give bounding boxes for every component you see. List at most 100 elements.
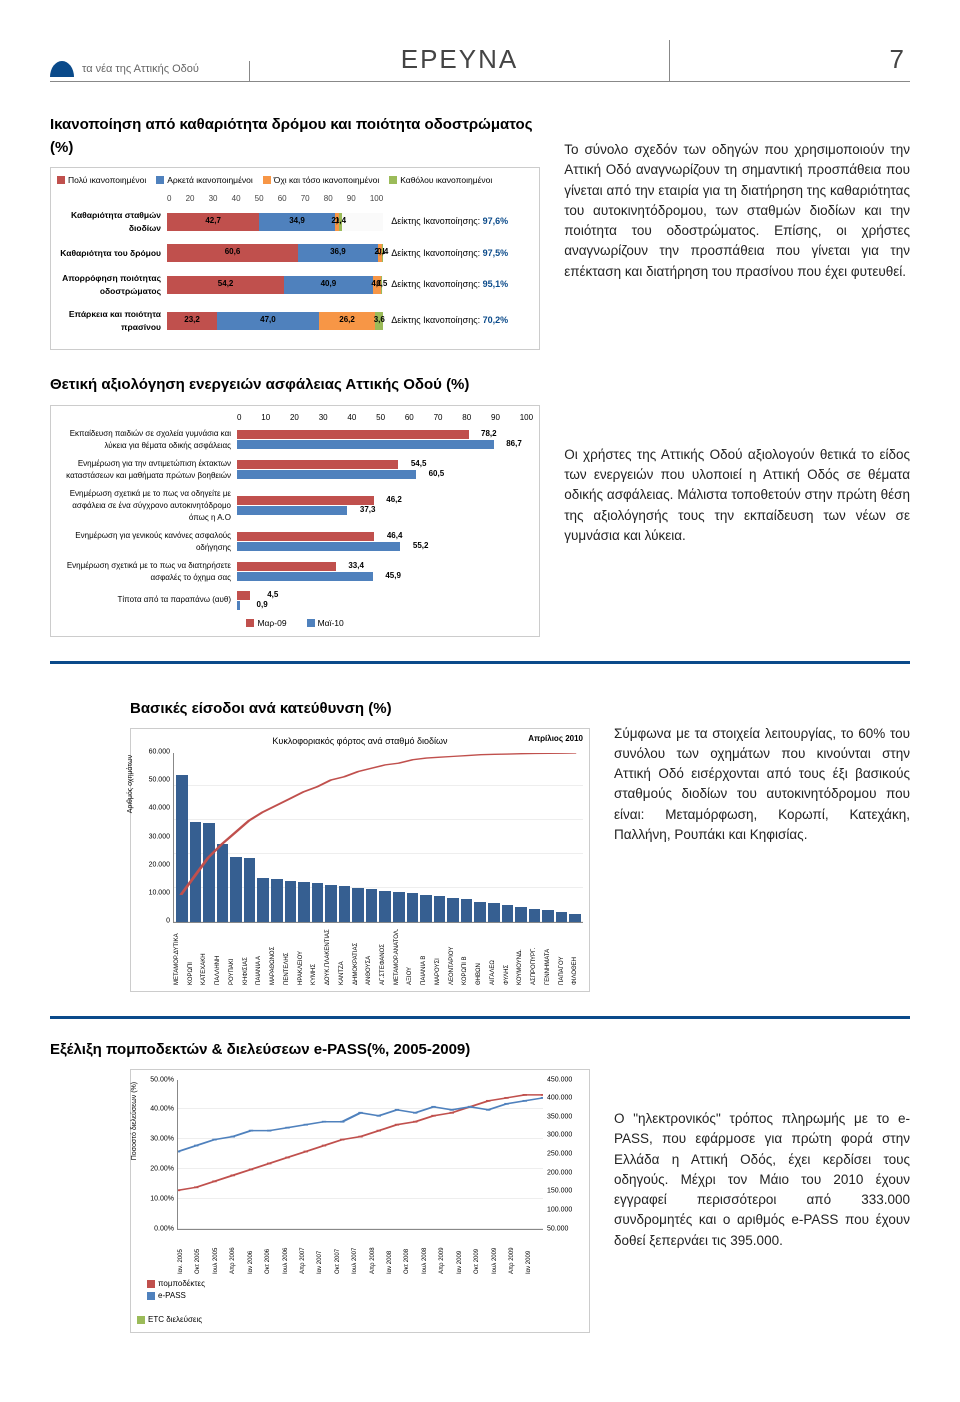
- chart3-xlabel: ΑΞΙΟΥ: [406, 925, 418, 985]
- brand-text: τα νέα της Αττικής Οδού: [82, 61, 199, 78]
- chart2-column: 0102030405060708090100Εκπαίδευση παιδιών…: [50, 405, 540, 637]
- chart3-xlabel: ΑΓ.ΣΤΕΦΑΝΟΣ: [379, 925, 391, 985]
- chart4-plot: 0.00%10.00%20.00%30.00%40.00%50.00%50.00…: [177, 1080, 543, 1230]
- chart3-bar: [379, 891, 391, 922]
- chart4-xlabel: Οκτ 2009: [473, 1232, 490, 1274]
- chart1-text-column: Το σύνολο σχεδόν των οδηγών που χρησιμοπ…: [564, 100, 910, 350]
- chart4-xlabel: Απρ 2009: [438, 1232, 455, 1274]
- chart4-xlabel: Ιουλ 2008: [421, 1232, 438, 1274]
- brand-logo-icon: [50, 61, 74, 77]
- chart2-body: Οι χρήστες της Αττικής Οδού αξιολογούν θ…: [564, 445, 910, 546]
- chart2-title: Θετική αξιολόγηση ενεργειών ασφάλειας Ατ…: [50, 374, 910, 397]
- legend-item: Καθόλου ικανοποιημένοι: [389, 174, 492, 187]
- chart3-bar: [244, 858, 256, 921]
- chart3-xlabel: ΠΑΙΑΝΙΑ Α: [255, 925, 267, 985]
- page: τα νέα της Αττικής Οδού ΕΡΕΥΝΑ 7 Ικανοπο…: [0, 0, 960, 1397]
- chart1-column: Ικανοποίηση από καθαριότητα δρόμου και π…: [50, 100, 540, 350]
- chart3-bar: [542, 910, 554, 921]
- chart3-xlabel: ΗΡΑΚΛΕΙΟΥ: [297, 925, 309, 985]
- chart4-xlabel: Απρ 2007: [299, 1232, 316, 1274]
- chart3-bar: [352, 888, 364, 922]
- chart3-xlabel: ΑΣΠΡΟΠΥΡΓ.: [530, 925, 542, 985]
- section-3: Βασικές είσοδοι ανά κατεύθυνση (%) Απρίλ…: [50, 684, 910, 992]
- chart4-xlabel: Οκτ 2008: [403, 1232, 420, 1274]
- page-header: τα νέα της Αττικής Οδού ΕΡΕΥΝΑ 7: [50, 40, 910, 82]
- chart4-xlabel: Ιουλ 2009: [491, 1232, 508, 1274]
- chart3-bar: [515, 907, 527, 921]
- divider-2: [50, 1016, 910, 1019]
- chart4-text-column: Ο "ηλεκτρονικός" τρόπος πληρωμής με το e…: [614, 1069, 910, 1333]
- chart1-stacked-bar: Πολύ ικανοποιημένοι Αρκετά ικανοποιημένοι…: [50, 167, 540, 350]
- chart3-xlabel: ΚΟΥΜΟΥΝΔ.: [516, 925, 528, 985]
- chart3-xlabel: ΘΗΒΩΝ: [475, 925, 487, 985]
- chart3-bar: [556, 912, 568, 922]
- chart4-xlabel: Ιαν 2008: [386, 1232, 403, 1274]
- chart4-xlabel: Απρ 2006: [229, 1232, 246, 1274]
- chart3-subtitle: Κυκλοφοριακός φόρτος ανά σταθμό διοδίων: [137, 735, 583, 749]
- chart3-bar: [298, 882, 310, 921]
- chart3-bar: [366, 889, 378, 921]
- chart3-bar: [569, 914, 581, 921]
- section-4: Ποσοστό διελεύσεων (%)0.00%10.00%20.00%3…: [50, 1069, 910, 1333]
- chart3-bar: [190, 822, 202, 922]
- legend-item: ETC διελεύσεις: [137, 1314, 583, 1326]
- chart3-bar: [488, 903, 500, 921]
- chart3-xlabel: ΦΥΛΗΣ: [503, 925, 515, 985]
- chart3-bar: [420, 895, 432, 922]
- legend-item: Αρκετά ικανοποιημένοι: [156, 174, 253, 187]
- chart3-xlabel: ΑΙΓΑΛΕΩ: [489, 925, 501, 985]
- chart3-xlabel: ΔΟΥΚ.ΠΛΑΚΕΝΤΙΑΣ: [324, 925, 336, 985]
- chart3-xlabel: ΑΝΘΟΥΣΑ: [365, 925, 377, 985]
- chart4-xlabel: Απρ 2008: [369, 1232, 386, 1274]
- page-number: 7: [670, 40, 910, 81]
- chart3-xlabel: ΚΟΡΩΠΙ Β: [461, 925, 473, 985]
- chart2-row: Ενημέρωση σχετικά με το πως να οδηγείτε …: [57, 488, 533, 524]
- chart3-xlabel: ΜΑΡΑΘΩΝΟΣ: [269, 925, 281, 985]
- chart1-row: Επάρκεια και ποιότητα πρασίνου23,247,026…: [57, 308, 533, 334]
- chart1-row: Καθαριότητα σταθμών διοδίων42,734,92,01,…: [57, 209, 533, 235]
- chart4-xlabel: Ιουλ 2006: [282, 1232, 299, 1274]
- chart3-bar: [474, 902, 486, 922]
- chart4-dual-line: Ποσοστό διελεύσεων (%)0.00%10.00%20.00%3…: [130, 1069, 590, 1333]
- chart3-bar: [339, 886, 351, 921]
- chart3-xlabel: ΦΙΛΟΘΕΗ: [571, 925, 583, 985]
- chart3-xlabel: ΚΑΤΕΧΑΚΗ: [200, 925, 212, 985]
- legend-item: πομποδέκτες: [147, 1278, 573, 1290]
- chart2-row: Ενημέρωση για την αντιμετώπιση έκτακτων …: [57, 458, 533, 482]
- chart3-body: Σύμφωνα με τα στοιχεία λειτουργίας, το 6…: [614, 724, 910, 846]
- chart3-bar: [176, 775, 188, 921]
- legend-item: Μαϊ-10: [307, 617, 344, 630]
- chart1-row: Καθαριότητα του δρόμου60,636,92,10,4Δείκ…: [57, 244, 533, 262]
- chart3-xlabel: ΜΕΤΑΜΟΡ.ΑΝΑΤΟΛ.: [393, 925, 405, 985]
- chart3-column: Βασικές είσοδοι ανά κατεύθυνση (%) Απρίλ…: [50, 684, 590, 992]
- chart2-row: Τίποτα από τα παραπάνω (αυθ)4,50,9: [57, 590, 533, 611]
- chart3-bar: [230, 857, 242, 922]
- legend-item: Πολύ ικανοποιημένοι: [57, 174, 146, 187]
- legend-item: e-PASS: [147, 1290, 573, 1302]
- chart3-bar: [461, 899, 473, 922]
- chart1-row: Απορρόφηση ποιότητας οδοστρώματος54,240,…: [57, 272, 533, 298]
- chart2-text-column: Οι χρήστες της Αττικής Οδού αξιολογούν θ…: [564, 405, 910, 637]
- chart3-xlabel: ΚΥΜΗΣ: [310, 925, 322, 985]
- chart3-bar: [271, 879, 283, 921]
- section-1: Ικανοποίηση από καθαριότητα δρόμου και π…: [50, 100, 910, 350]
- chart3-bar: [393, 892, 405, 922]
- chart4-xlabel: Ιαν 2006: [247, 1232, 264, 1274]
- chart2-row: Ενημέρωση σχετικά με το πως να διατηρήσε…: [57, 560, 533, 584]
- chart4-xlabel: Ιαν 2009: [456, 1232, 473, 1274]
- chart3-xlabel: ΠΑΛΛΗΝΗ: [214, 925, 226, 985]
- chart3-bar: [529, 909, 541, 922]
- section-2: 0102030405060708090100Εκπαίδευση παιδιών…: [50, 405, 910, 637]
- chart3-xlabel: ΚΟΡΩΠΙ: [187, 925, 199, 985]
- chart3-xlabel: ΠΕΝΤΕΛΗΣ: [283, 925, 295, 985]
- chart3-bar: [407, 893, 419, 921]
- chart4-column: Ποσοστό διελεύσεων (%)0.00%10.00%20.00%3…: [50, 1069, 590, 1333]
- chart3-bar: [447, 898, 459, 922]
- chart3-text-column: Σύμφωνα με τα στοιχεία λειτουργίας, το 6…: [614, 684, 910, 992]
- chart3-xlabel: ΔΗΜΟΚΡΑΤΙΑΣ: [352, 925, 364, 985]
- divider-1: [50, 661, 910, 664]
- section-title: ΕΡΕΥΝΑ: [250, 40, 670, 81]
- legend-item: Μαρ-09: [246, 617, 286, 630]
- chart1-body: Το σύνολο σχεδόν των οδηγών που χρησιμοπ…: [564, 140, 910, 282]
- chart2-row: Ενημέρωση για γενικούς κανόνες ασφαλούς …: [57, 530, 533, 554]
